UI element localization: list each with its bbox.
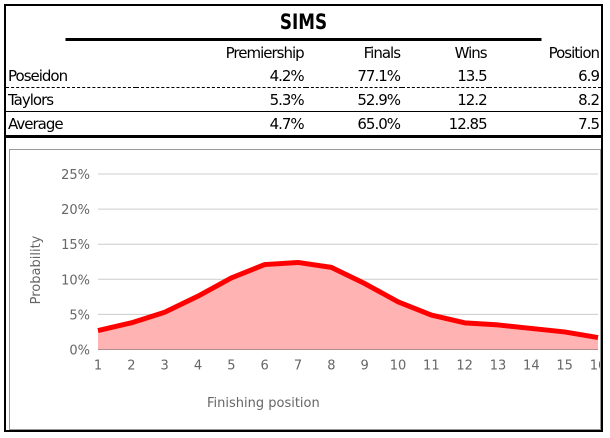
x-tick-label: 9 <box>361 359 369 374</box>
x-axis-label: Finishing position <box>207 396 320 411</box>
table-row: Average 4.7% 65.0% 12.85 7.5 <box>6 111 601 138</box>
x-tick-label: 13 <box>490 359 507 374</box>
table-row: Poseidon 4.2% 77.1% 13.5 6.9 <box>6 64 601 88</box>
y-tick-label: 25% <box>61 168 90 183</box>
cell: 4.7% <box>136 111 306 138</box>
header-finals: Finals <box>363 43 401 62</box>
team-name: Average <box>6 111 137 138</box>
team-name: Taylors <box>6 87 137 112</box>
sims-table: Premiership Finals Wins Position Poseido… <box>6 41 601 138</box>
cell: 13.5 <box>402 64 489 88</box>
sims-panel: SIMS Premiership Finals Wins Position Po… <box>4 4 606 432</box>
x-tick-label: 3 <box>161 359 169 374</box>
cell: 6.9 <box>488 64 601 88</box>
y-tick-label: 0% <box>69 344 90 359</box>
x-tick-label: 6 <box>261 359 269 374</box>
team-name: Poseidon <box>6 64 137 88</box>
x-tick-label: 8 <box>327 359 335 374</box>
x-tick-label: 1 <box>94 359 102 374</box>
cell: 77.1% <box>305 64 403 88</box>
header-wins: Wins <box>454 43 488 62</box>
chart-container: 0%5%10%15%20%25%12345678910111213141516 … <box>9 149 606 430</box>
x-tick-label: 14 <box>523 359 540 374</box>
probability-chart: 0%5%10%15%20%25%12345678910111213141516 … <box>29 168 606 411</box>
x-tick-label: 16 <box>590 359 600 374</box>
x-tick-label: 4 <box>194 359 202 374</box>
cell: 65.0% <box>305 111 403 138</box>
y-axis-label: Probability <box>29 235 44 304</box>
x-tick-label: 15 <box>556 359 573 374</box>
header-premiership: Premiership <box>225 43 305 62</box>
panel-title: SIMS <box>65 6 542 41</box>
cell: 4.2% <box>136 64 306 88</box>
header-position: Position <box>548 43 600 62</box>
cell: 5.3% <box>136 87 306 112</box>
cell: 52.9% <box>305 87 403 112</box>
cell: 8.2 <box>488 87 601 112</box>
cell: 12.85 <box>402 111 489 138</box>
cell: 12.2 <box>402 87 489 112</box>
table-row: Taylors 5.3% 52.9% 12.2 8.2 <box>6 87 601 112</box>
x-tick-label: 7 <box>294 359 302 374</box>
y-tick-label: 15% <box>61 238 90 253</box>
table-header-row: Premiership Finals Wins Position <box>6 41 601 64</box>
series-line <box>97 259 599 341</box>
y-tick-label: 10% <box>61 273 90 288</box>
header-blank <box>6 41 136 64</box>
x-tick-label: 10 <box>390 359 407 374</box>
x-tick-label: 12 <box>456 359 473 374</box>
y-tick-label: 5% <box>69 308 90 323</box>
cell: 7.5 <box>488 111 601 138</box>
x-tick-label: 5 <box>227 359 235 374</box>
y-tick-label: 20% <box>61 203 90 218</box>
x-tick-label: 11 <box>423 359 440 374</box>
x-tick-label: 2 <box>127 359 135 374</box>
